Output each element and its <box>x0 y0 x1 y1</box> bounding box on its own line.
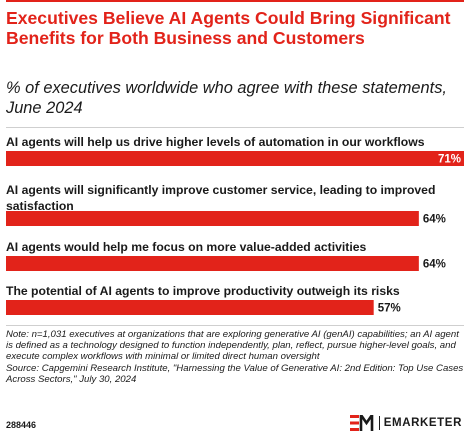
category-label: AI agents will significantly improve cus… <box>6 183 435 197</box>
chart-title: Executives Believe AI Agents Could Bring… <box>6 8 451 48</box>
brand-name: EMARKETER <box>383 417 462 429</box>
value-label: 71% <box>438 154 461 166</box>
emarketer-logo-icon <box>349 415 374 431</box>
logo-separator <box>378 416 380 430</box>
footer-divider <box>6 325 464 326</box>
note-text: Note: n=1,031 executives at organization… <box>6 329 459 363</box>
chart-id: 288446 <box>6 420 37 430</box>
chart-subtitle: % of executives worldwide who agree with… <box>6 79 447 117</box>
chart-notes: Note: n=1,031 executives at organization… <box>6 329 466 385</box>
top-accent-rule <box>6 0 464 2</box>
bar <box>6 211 419 226</box>
value-label: 64% <box>423 259 446 271</box>
brand-logo: EMARKETER <box>349 414 462 432</box>
category-label: AI agents will help us drive higher leve… <box>6 135 425 149</box>
bar <box>6 151 464 166</box>
category-label: The potential of AI agents to improve pr… <box>6 284 400 298</box>
header-divider <box>6 127 464 128</box>
bar <box>6 300 374 315</box>
category-label: AI agents would help me focus on more va… <box>6 240 367 254</box>
value-label: 64% <box>423 214 446 226</box>
value-label: 57% <box>378 303 401 315</box>
category-label: satisfaction <box>6 199 74 213</box>
bar <box>6 256 419 271</box>
source-text: Source: Capgemini Research Institute, "H… <box>6 362 464 385</box>
bar-chart: AI agents will help us drive higher leve… <box>6 135 464 315</box>
